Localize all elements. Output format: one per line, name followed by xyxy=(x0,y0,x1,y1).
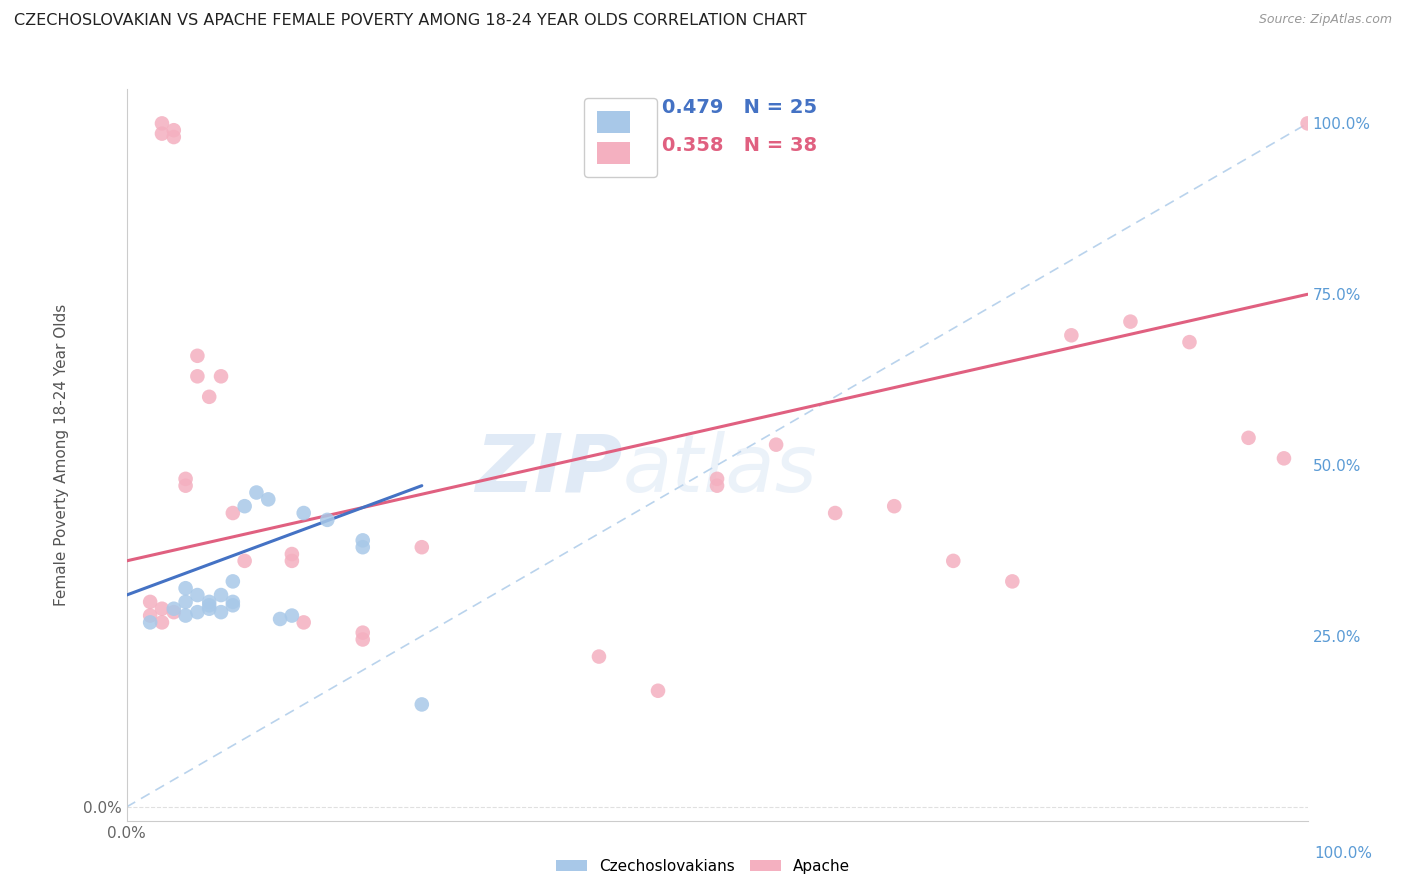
Point xyxy=(1296,116,1319,130)
Point xyxy=(352,540,374,554)
Point xyxy=(942,554,965,568)
Point xyxy=(765,438,787,452)
Point xyxy=(647,683,669,698)
Point xyxy=(411,698,433,712)
Point xyxy=(222,599,245,613)
Y-axis label: Female Poverty Among 18-24 Year Olds: Female Poverty Among 18-24 Year Olds xyxy=(53,304,69,606)
Point xyxy=(150,615,173,630)
Point xyxy=(198,599,221,613)
Point xyxy=(186,605,208,619)
Point xyxy=(163,130,186,145)
Point xyxy=(316,513,339,527)
Point xyxy=(163,601,186,615)
Point xyxy=(150,601,173,615)
Point xyxy=(198,601,221,615)
Text: R = 0.479   N = 25: R = 0.479 N = 25 xyxy=(617,98,817,118)
Point xyxy=(163,605,186,619)
Point xyxy=(222,574,245,589)
Point xyxy=(292,615,315,630)
Point xyxy=(1060,328,1083,343)
Point xyxy=(411,540,433,554)
Point xyxy=(222,506,245,520)
Point xyxy=(150,116,173,130)
Point xyxy=(233,554,256,568)
Text: 100.0%: 100.0% xyxy=(1315,846,1372,861)
Point xyxy=(292,506,315,520)
Point xyxy=(1119,315,1142,329)
Text: atlas: atlas xyxy=(623,431,817,508)
Point xyxy=(257,492,280,507)
Point xyxy=(352,533,374,548)
Point xyxy=(883,499,905,513)
Point xyxy=(139,608,162,623)
Point xyxy=(1272,451,1295,466)
Point xyxy=(281,554,304,568)
Point xyxy=(281,547,304,561)
Point xyxy=(1001,574,1024,589)
Point xyxy=(209,588,232,602)
Point xyxy=(1178,335,1201,350)
Point xyxy=(174,595,197,609)
Point xyxy=(706,472,728,486)
Point xyxy=(198,390,221,404)
Point xyxy=(281,608,304,623)
Point xyxy=(139,615,162,630)
Legend: , : , xyxy=(585,98,657,177)
Point xyxy=(1237,431,1260,445)
Point xyxy=(150,127,173,141)
Point xyxy=(174,608,197,623)
Point xyxy=(352,625,374,640)
Point xyxy=(174,472,197,486)
Point xyxy=(174,581,197,595)
Point xyxy=(198,595,221,609)
Point xyxy=(352,632,374,647)
Point xyxy=(139,595,162,609)
Legend: Czechoslovakians, Apache: Czechoslovakians, Apache xyxy=(550,853,856,880)
Text: R = 0.358   N = 38: R = 0.358 N = 38 xyxy=(617,136,817,155)
Point xyxy=(245,485,267,500)
Point xyxy=(209,369,232,384)
Point xyxy=(269,612,291,626)
Point xyxy=(174,478,197,492)
Point xyxy=(163,123,186,137)
Point xyxy=(186,349,208,363)
Point xyxy=(186,369,208,384)
Point xyxy=(222,595,245,609)
Text: CZECHOSLOVAKIAN VS APACHE FEMALE POVERTY AMONG 18-24 YEAR OLDS CORRELATION CHART: CZECHOSLOVAKIAN VS APACHE FEMALE POVERTY… xyxy=(14,13,807,29)
Point xyxy=(209,605,232,619)
Point xyxy=(706,478,728,492)
Point xyxy=(186,588,208,602)
Point xyxy=(233,499,256,513)
Text: Source: ZipAtlas.com: Source: ZipAtlas.com xyxy=(1258,13,1392,27)
Text: ZIP: ZIP xyxy=(475,431,623,508)
Point xyxy=(588,649,610,664)
Point xyxy=(824,506,846,520)
